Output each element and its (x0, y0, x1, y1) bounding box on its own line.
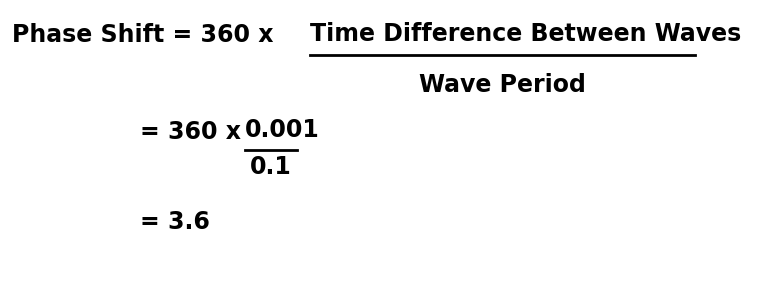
Text: = 3.6: = 3.6 (140, 210, 210, 234)
Text: 0.001: 0.001 (245, 118, 319, 142)
Text: Time Difference Between Waves: Time Difference Between Waves (310, 22, 741, 46)
Text: Wave Period: Wave Period (419, 73, 586, 97)
Text: Phase Shift = 360 x: Phase Shift = 360 x (12, 23, 282, 47)
Text: 0.1: 0.1 (250, 155, 292, 179)
Text: = 360 x: = 360 x (140, 120, 250, 144)
